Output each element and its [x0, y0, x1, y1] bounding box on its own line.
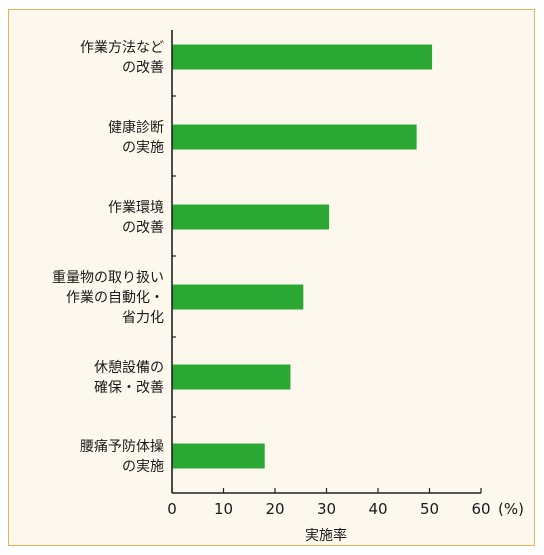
- category-label-0-1: の改善: [122, 60, 164, 76]
- x-unit-label: (%): [498, 500, 524, 518]
- bar-4: [172, 364, 291, 390]
- bar-0: [172, 44, 433, 70]
- x-tick-label-2: 20: [265, 500, 284, 518]
- category-label-1-0: 健康診断: [108, 119, 164, 136]
- category-label-2-1: の改善: [122, 220, 164, 236]
- bar-1: [172, 124, 417, 150]
- category-label-0-0: 作業方法など: [80, 40, 164, 56]
- bar-3: [172, 284, 304, 310]
- x-tick-label-1: 10: [214, 500, 233, 518]
- category-label-3-1: 作業の自動化・: [66, 290, 164, 306]
- x-tick-label-5: 50: [420, 500, 439, 518]
- category-label-5-1: の実施: [122, 459, 164, 475]
- x-tick-label-4: 40: [368, 500, 387, 518]
- bar-2: [172, 204, 330, 230]
- category-label-3-2: 省力化: [122, 310, 164, 326]
- bar-5: [172, 443, 265, 469]
- category-label-3-0: 重量物の取り扱い: [52, 270, 164, 286]
- category-label-4-1: 確保・改善: [94, 380, 164, 396]
- category-label-4-0: 休憩設備の: [94, 359, 164, 376]
- category-label-1-1: の実施: [122, 140, 164, 156]
- x-axis-title: 実施率: [305, 527, 347, 544]
- category-label-2-0: 作業環境: [108, 200, 164, 216]
- x-tick-label-0: 0: [167, 500, 177, 518]
- category-label-5-0: 腰痛予防体操: [80, 438, 164, 455]
- chart-frame: [8, 9, 535, 546]
- x-tick-label-6: 60: [471, 500, 490, 518]
- x-tick-label-3: 30: [317, 500, 336, 518]
